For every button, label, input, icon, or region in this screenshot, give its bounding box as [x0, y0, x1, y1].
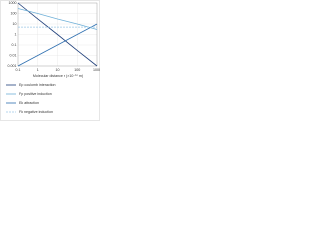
x-tick-label: 0.1	[16, 68, 21, 72]
frame	[0, 0, 100, 121]
x-tick-label: 1000	[93, 68, 100, 72]
series-line	[17, 23, 98, 67]
legend-label: Ek attraction	[19, 101, 39, 105]
legend-label: Fk negative induction	[19, 110, 53, 114]
y-tick-label: 0.1	[12, 43, 17, 47]
legend-label: Fp positive induction	[19, 92, 52, 96]
y-tick-label: 0.01	[10, 53, 17, 57]
y-tick-label: 0.001	[8, 64, 17, 68]
x-tick-label: 100	[74, 68, 80, 72]
y-tick-label: 10	[13, 22, 17, 26]
y-tick-label: 100	[11, 11, 17, 15]
series-line	[17, 8, 98, 30]
y-tick-label: 1000	[9, 1, 17, 5]
y-tick-label: 1	[15, 32, 17, 36]
x-tick-label: 1	[37, 68, 39, 72]
plot-area	[17, 2, 98, 67]
chart: Molecular distance r (×10⁻¹⁰ m) 0.001 0.0…	[0, 0, 100, 121]
series-line	[17, 2, 98, 67]
x-tick-label: 10	[56, 68, 60, 72]
x-axis-title: Molecular distance r (×10⁻¹⁰ m)	[33, 74, 83, 78]
legend-label: Ep coulomb interaction	[19, 83, 56, 87]
page: {"chart_data":{"type":"line","x_label":"…	[0, 0, 100, 121]
